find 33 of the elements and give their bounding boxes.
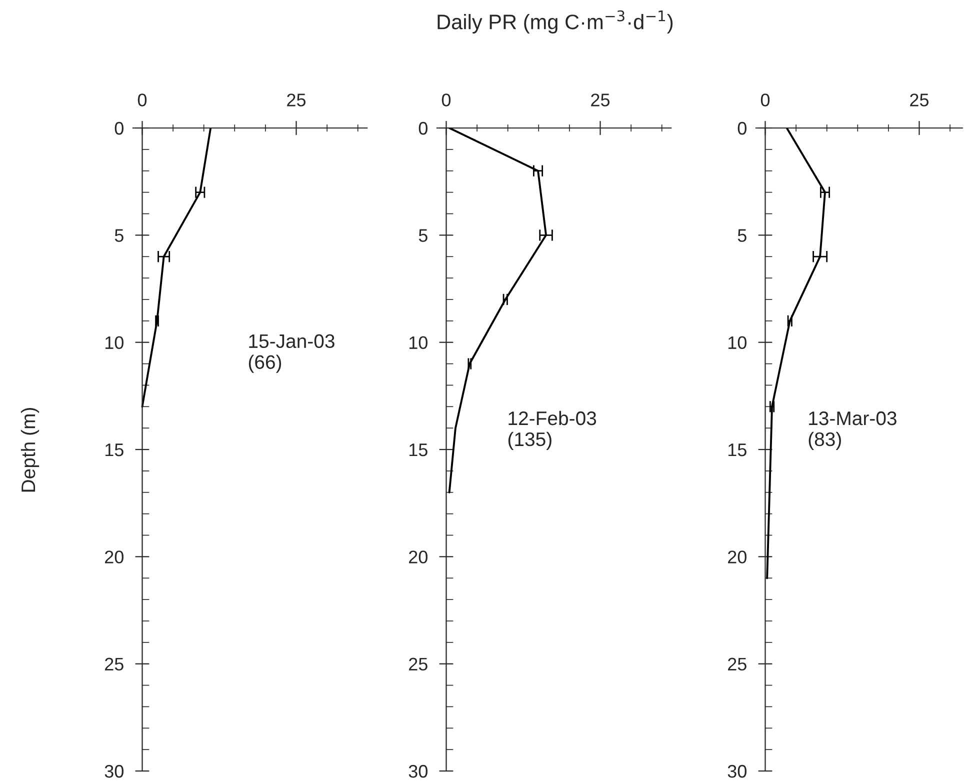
line-series xyxy=(141,128,212,408)
x-tick-label: 25 xyxy=(591,94,610,106)
y-tick-label: 15 xyxy=(728,444,746,456)
y-tick-label: 25 xyxy=(105,658,124,671)
y-tick-label: 30 xyxy=(408,764,428,778)
annotation: 12-Feb-03 (135) xyxy=(508,410,596,450)
y-tick-label: 15 xyxy=(409,444,428,456)
x-tick-label: 0 xyxy=(138,94,147,106)
chart-title: Daily PR (mg C·m$^{−3}$·d$^{−1}$) xyxy=(438,10,673,34)
annotation: 15-Jan-03 (66) xyxy=(248,334,334,373)
y-tick-label: 30 xyxy=(728,764,746,778)
y-tick-label: 10 xyxy=(409,336,428,350)
y-tick-label: 25 xyxy=(409,658,428,671)
y-tick-label: 10 xyxy=(728,336,746,350)
y-tick-label: 5 xyxy=(114,229,124,242)
y-tick-label: 0 xyxy=(418,122,428,135)
y-tick-label: 20 xyxy=(105,550,124,564)
x-tick-label: 25 xyxy=(287,94,306,106)
y-tick-label: 5 xyxy=(738,229,746,242)
annotation: 13-Mar-03 (83) xyxy=(808,411,896,450)
x-tick-label: 0 xyxy=(760,94,770,106)
y-tick-label: 0 xyxy=(114,122,124,135)
y-tick-label: 30 xyxy=(104,764,124,778)
y-tick-label: 0 xyxy=(738,122,746,135)
y-tick-label: 20 xyxy=(728,550,746,564)
y-axis-title: Depth (m) xyxy=(20,408,40,492)
y-tick-label: 20 xyxy=(409,550,428,564)
x-tick-label: 0 xyxy=(442,94,451,106)
y-tick-label: 10 xyxy=(105,336,124,350)
y-tick-label: 25 xyxy=(728,658,746,671)
x-tick-label: 25 xyxy=(910,94,929,106)
y-tick-label: 15 xyxy=(105,444,124,456)
y-tick-label: 5 xyxy=(418,229,428,242)
